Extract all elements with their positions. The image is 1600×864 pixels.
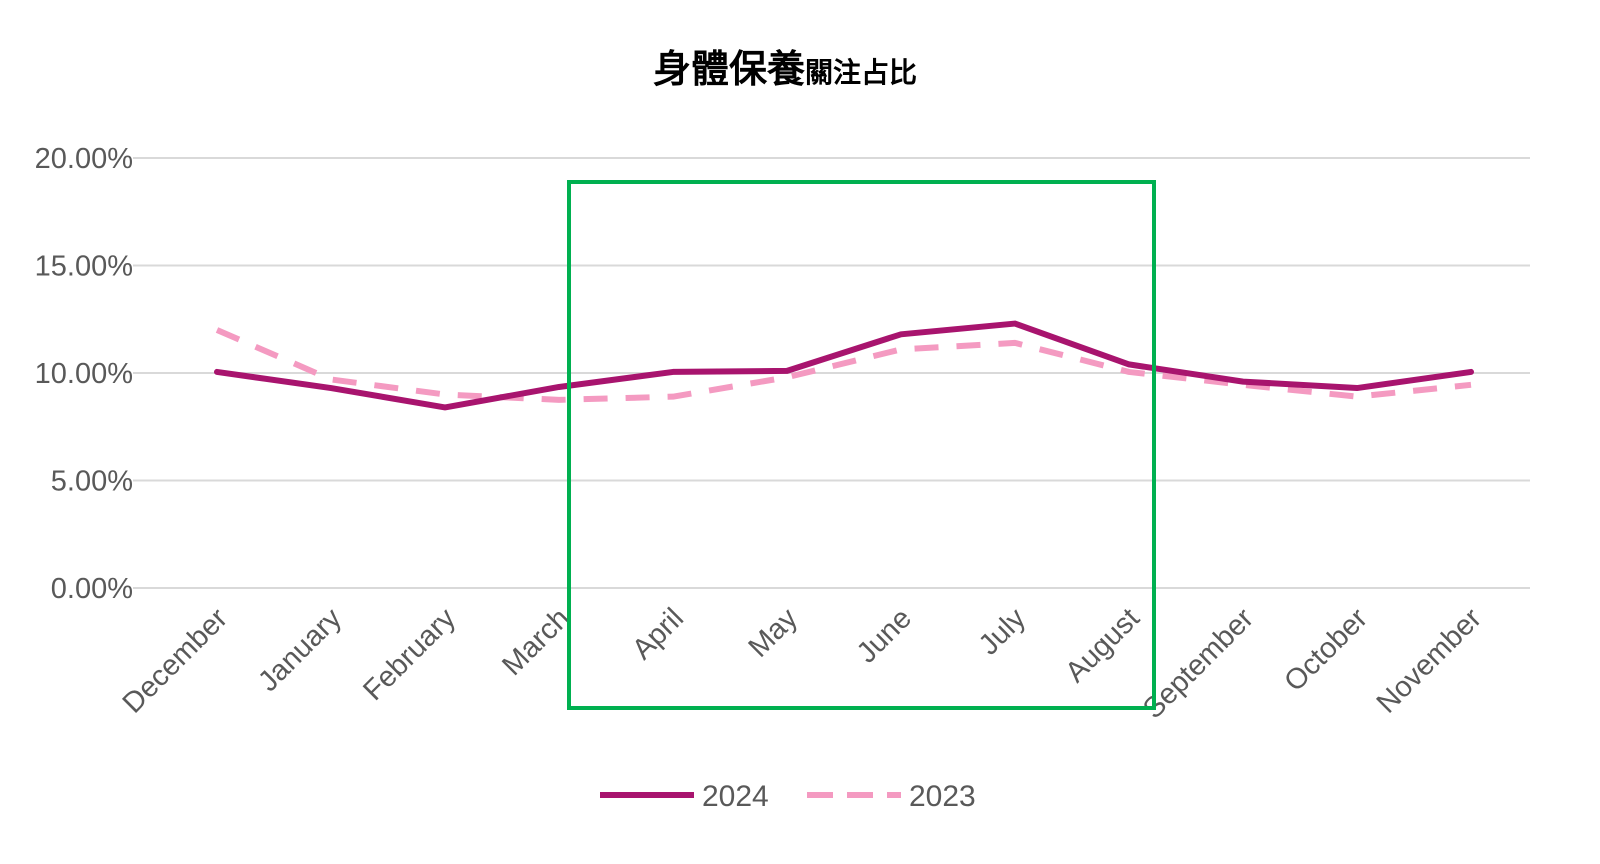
y-tick-label: 5.00% <box>51 466 133 498</box>
highlight-box <box>567 180 1156 710</box>
y-tick-label: 10.00% <box>35 358 133 390</box>
y-tick-label: 15.00% <box>35 251 133 283</box>
x-tick-label: February <box>357 602 462 707</box>
legend-label-2023: 2023 <box>909 780 976 813</box>
x-tick-label: June <box>851 602 918 669</box>
y-tick-label: 0.00% <box>51 573 133 605</box>
x-tick-label: July <box>973 602 1032 661</box>
x-tick-label: May <box>743 602 805 664</box>
x-tick-label: January <box>252 602 348 698</box>
series-line-2023 <box>215 327 1472 403</box>
x-tick-label: November <box>1371 602 1488 719</box>
chart-title: 身體保養關注占比 <box>0 38 1570 93</box>
y-tick-label: 20.00% <box>35 143 133 175</box>
x-tick-label: December <box>117 602 234 719</box>
series-line-2024 <box>214 320 1474 411</box>
x-tick-label: April <box>626 602 690 666</box>
legend-label-2024: 2024 <box>702 780 769 813</box>
x-tick-label: August <box>1059 602 1145 688</box>
chart-title-suffix: 關注占比 <box>805 56 918 89</box>
chart-title-main: 身體保養 <box>652 47 805 91</box>
x-tick-label: October <box>1278 602 1374 698</box>
x-tick-label: March <box>496 602 576 682</box>
